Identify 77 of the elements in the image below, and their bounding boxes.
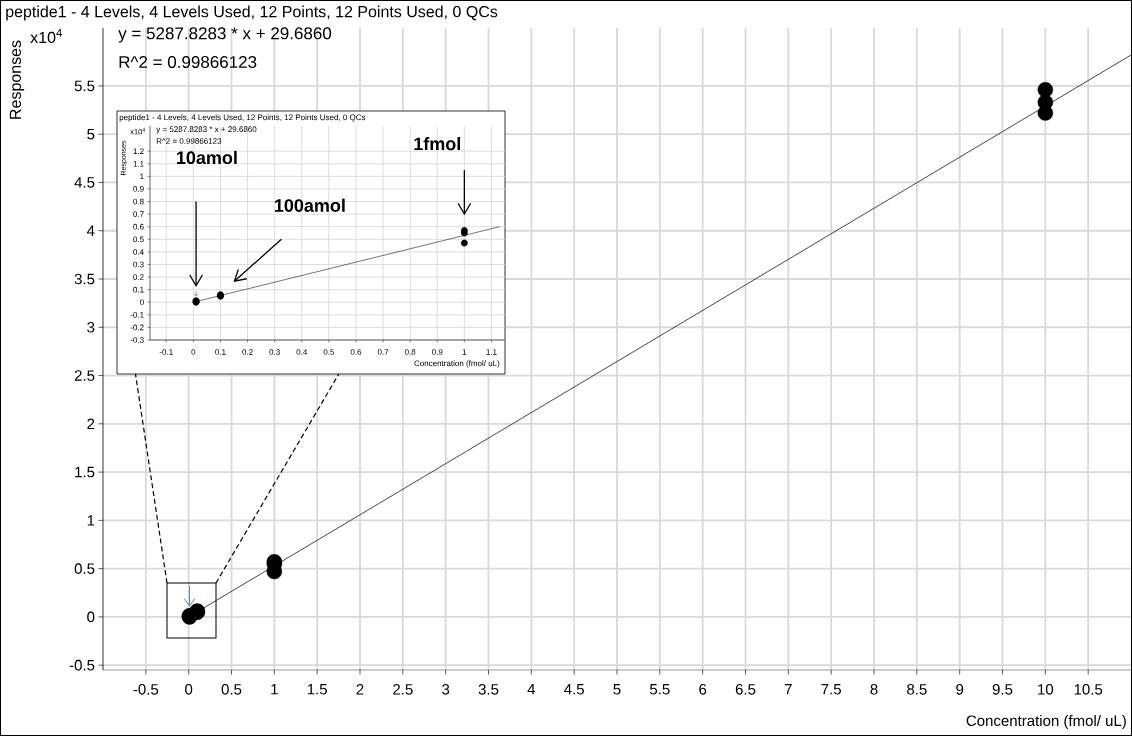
x-tick-label: 4.5 bbox=[564, 684, 584, 695]
y-tick-label: 0.6 bbox=[133, 223, 144, 230]
x-tick-label: 0.2 bbox=[242, 349, 253, 355]
y-tick-label: -0.2 bbox=[130, 324, 144, 331]
y-tick-label: 3 bbox=[87, 321, 95, 333]
y-tick-label: 0.1 bbox=[133, 286, 144, 293]
annotation: R^2 = 0.99866123 bbox=[156, 138, 222, 144]
chart-title: peptide1 - 4 Levels, 4 Levels Used, 12 Points, 12 Points Used, 0 QCs bbox=[119, 114, 366, 122]
x-tick-label: 5 bbox=[613, 684, 621, 695]
annotation: 10amol bbox=[177, 150, 237, 165]
x-tick-label: 0 bbox=[185, 684, 193, 695]
x-tick-label: 6 bbox=[699, 684, 707, 695]
annotation: 1fmol bbox=[414, 137, 460, 151]
x-axis-title: Concentration (fmol/ uL) bbox=[414, 360, 500, 368]
x-tick-label: 1.1 bbox=[486, 349, 497, 355]
y-tick-label: 1.5 bbox=[75, 466, 95, 478]
x-tick-label: 6.5 bbox=[735, 684, 756, 695]
x-tick-label: 0.6 bbox=[350, 349, 362, 355]
x-tick-label: 2.5 bbox=[393, 684, 413, 695]
annotation: 100amol bbox=[275, 198, 345, 212]
x-tick-label: 0.7 bbox=[377, 349, 389, 355]
y-tick-label: -0.1 bbox=[130, 311, 144, 318]
y-tick-label: 5 bbox=[87, 128, 95, 140]
x-tick-label: 3 bbox=[442, 684, 450, 695]
chart-title: peptide1 - 4 Levels, 4 Levels Used, 12 Points, 12 Points Used, 0 QCs bbox=[6, 5, 498, 21]
x-tick-label: -0.1 bbox=[159, 349, 173, 355]
y-tick-label: 0.7 bbox=[133, 211, 144, 217]
x-tick-label: 9 bbox=[956, 684, 964, 695]
x-tick-label: 10.5 bbox=[1074, 684, 1103, 695]
annotation: y = 5287.8283 * x + 29.6860 bbox=[156, 126, 257, 134]
x-tick-label: 0.4 bbox=[296, 349, 308, 355]
x-tick-label: 8 bbox=[870, 684, 878, 695]
y-tick-label: 0.4 bbox=[133, 249, 144, 255]
x-tick-label: 0.3 bbox=[269, 349, 280, 355]
x-tick-label: 5.5 bbox=[650, 684, 670, 695]
y-tick-label: 4.5 bbox=[74, 177, 95, 188]
y-tick-label: 1 bbox=[87, 515, 95, 526]
annotation: R^2 = 0.99866123 bbox=[119, 55, 257, 69]
y-tick-label: 3.5 bbox=[74, 273, 95, 285]
y-tick-label: 2 bbox=[87, 418, 95, 430]
x-tick-label: 10 bbox=[1038, 684, 1054, 695]
text: x10$^{4}$ bbox=[30, 28, 62, 44]
y-tick-label: 5.5 bbox=[74, 80, 95, 92]
x-tick-label: 8.5 bbox=[907, 684, 927, 695]
x-tick-label: 1.5 bbox=[307, 684, 327, 695]
x-tick-label: 3.5 bbox=[478, 684, 499, 695]
y-tick-label: 0.9 bbox=[133, 186, 144, 192]
y-tick-label: 1.1 bbox=[133, 161, 144, 167]
y-tick-label: -0.3 bbox=[130, 337, 144, 343]
annotation: y = 5287.8283 * x + 29.6860 bbox=[118, 27, 332, 43]
x-tick-label: 7 bbox=[784, 684, 792, 695]
x-tick-label: 2 bbox=[356, 684, 364, 695]
x-axis-title: Concentration (fmol/ uL) bbox=[966, 715, 1126, 729]
x-tick-label: 7.5 bbox=[821, 684, 841, 695]
y-tick-label: 1 bbox=[140, 173, 144, 180]
x-tick-label: 0 bbox=[191, 349, 196, 355]
y-axis-title: Responses bbox=[9, 40, 25, 119]
x-tick-label: 0.1 bbox=[215, 349, 226, 355]
y-tick-label: -0.5 bbox=[69, 659, 95, 671]
y-tick-label: 0 bbox=[87, 611, 95, 623]
x-tick-label: 4 bbox=[527, 684, 536, 695]
x-tick-label: 9.5 bbox=[992, 684, 1013, 695]
y-tick-label: 0.5 bbox=[74, 563, 95, 574]
y-tick-label: 0.3 bbox=[133, 261, 144, 268]
x-tick-label: 1 bbox=[271, 684, 278, 695]
x-tick-label: 0.8 bbox=[404, 349, 416, 355]
y-tick-label: 4 bbox=[86, 225, 95, 236]
y-tick-label: 0.8 bbox=[133, 198, 144, 205]
x-tick-label: 0.5 bbox=[221, 684, 242, 695]
y-tick-label: 0 bbox=[139, 299, 144, 306]
x-tick-label: 0.5 bbox=[323, 349, 335, 355]
y-tick-label: 0.2 bbox=[133, 274, 144, 280]
y-tick-label: 0.5 bbox=[133, 236, 144, 243]
x-tick-label: 1 bbox=[462, 349, 467, 355]
y-tick-label: 2.5 bbox=[74, 370, 95, 381]
y-tick-label: 1.2 bbox=[133, 148, 144, 154]
x-tick-label: 0.9 bbox=[432, 349, 443, 355]
